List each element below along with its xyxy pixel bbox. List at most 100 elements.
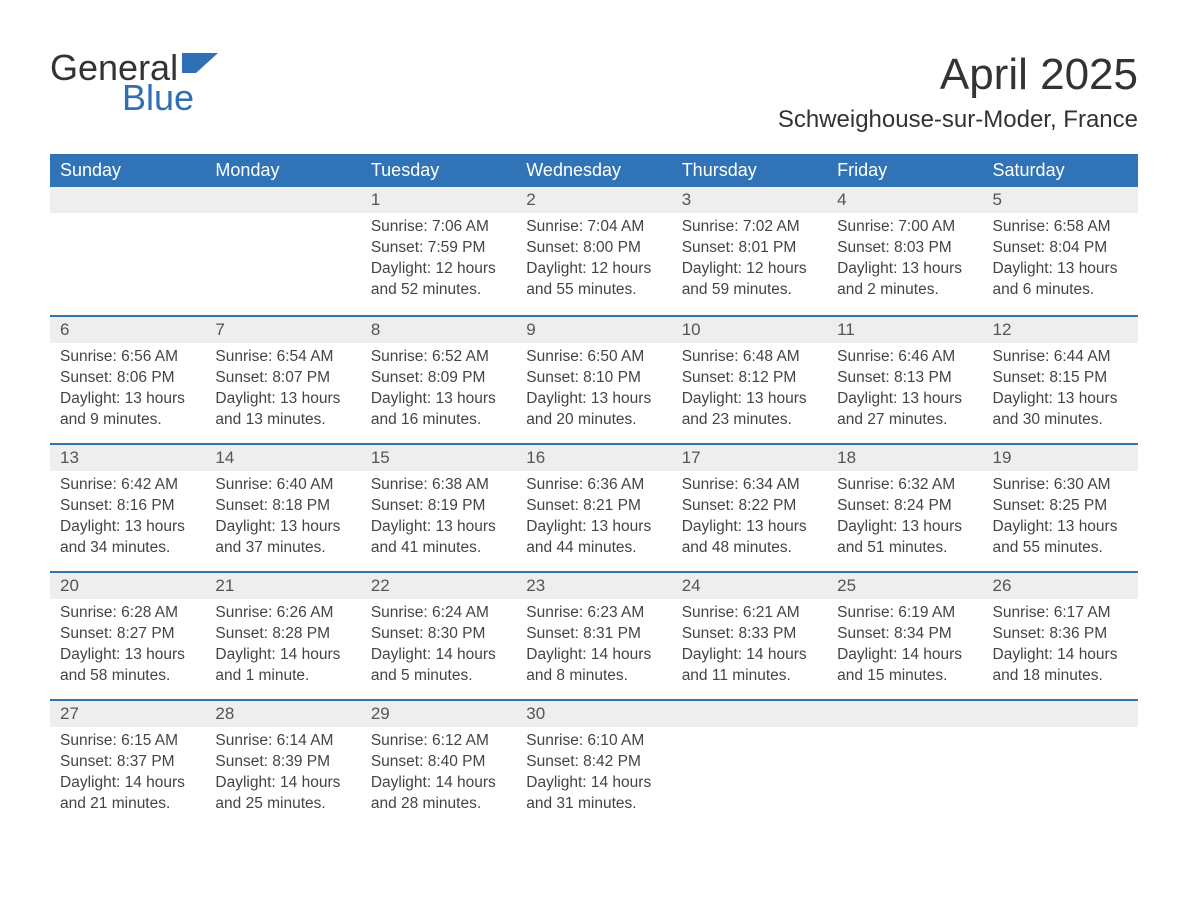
day-details: Sunrise: 7:00 AMSunset: 8:03 PMDaylight:… xyxy=(827,213,982,309)
sunset-text: Sunset: 8:31 PM xyxy=(526,624,661,645)
sunrise-text: Sunrise: 6:10 AM xyxy=(526,731,661,752)
sunset-text: Sunset: 8:28 PM xyxy=(215,624,350,645)
day-number: 1 xyxy=(361,187,516,213)
calendar-day-cell: 9Sunrise: 6:50 AMSunset: 8:10 PMDaylight… xyxy=(516,315,671,443)
day-number: 26 xyxy=(983,571,1138,599)
calendar-day-cell: 23Sunrise: 6:23 AMSunset: 8:31 PMDayligh… xyxy=(516,571,671,699)
day-number: 22 xyxy=(361,571,516,599)
daylight-text: Daylight: 13 hours and 23 minutes. xyxy=(682,389,817,431)
day-number: 17 xyxy=(672,443,827,471)
sunrise-text: Sunrise: 6:44 AM xyxy=(993,347,1128,368)
calendar-day-cell: 8Sunrise: 6:52 AMSunset: 8:09 PMDaylight… xyxy=(361,315,516,443)
weekday-header-row: Sunday Monday Tuesday Wednesday Thursday… xyxy=(50,154,1138,187)
calendar-day-cell xyxy=(983,699,1138,827)
day-details: Sunrise: 6:40 AMSunset: 8:18 PMDaylight:… xyxy=(205,471,360,567)
sunset-text: Sunset: 8:27 PM xyxy=(60,624,195,645)
day-details: Sunrise: 6:38 AMSunset: 8:19 PMDaylight:… xyxy=(361,471,516,567)
calendar-day-cell: 19Sunrise: 6:30 AMSunset: 8:25 PMDayligh… xyxy=(983,443,1138,571)
day-number: 16 xyxy=(516,443,671,471)
calendar-week-row: 27Sunrise: 6:15 AMSunset: 8:37 PMDayligh… xyxy=(50,699,1138,827)
sunrise-text: Sunrise: 6:46 AM xyxy=(837,347,972,368)
calendar-day-cell: 25Sunrise: 6:19 AMSunset: 8:34 PMDayligh… xyxy=(827,571,982,699)
weekday-header: Wednesday xyxy=(516,154,671,187)
sunset-text: Sunset: 8:09 PM xyxy=(371,368,506,389)
calendar-day-cell: 10Sunrise: 6:48 AMSunset: 8:12 PMDayligh… xyxy=(672,315,827,443)
calendar-day-cell: 3Sunrise: 7:02 AMSunset: 8:01 PMDaylight… xyxy=(672,187,827,315)
sunset-text: Sunset: 8:30 PM xyxy=(371,624,506,645)
weekday-header: Saturday xyxy=(983,154,1138,187)
day-details: Sunrise: 6:34 AMSunset: 8:22 PMDaylight:… xyxy=(672,471,827,567)
weekday-header: Monday xyxy=(205,154,360,187)
sunset-text: Sunset: 8:15 PM xyxy=(993,368,1128,389)
sunrise-text: Sunrise: 7:04 AM xyxy=(526,217,661,238)
sunset-text: Sunset: 8:24 PM xyxy=(837,496,972,517)
sunrise-text: Sunrise: 6:24 AM xyxy=(371,603,506,624)
calendar-day-cell: 18Sunrise: 6:32 AMSunset: 8:24 PMDayligh… xyxy=(827,443,982,571)
sunset-text: Sunset: 8:03 PM xyxy=(837,238,972,259)
sunrise-text: Sunrise: 6:52 AM xyxy=(371,347,506,368)
daylight-text: Daylight: 14 hours and 21 minutes. xyxy=(60,773,195,815)
day-details: Sunrise: 6:54 AMSunset: 8:07 PMDaylight:… xyxy=(205,343,360,439)
month-title: April 2025 xyxy=(778,50,1138,100)
sunrise-text: Sunrise: 6:58 AM xyxy=(993,217,1128,238)
calendar-day-cell: 17Sunrise: 6:34 AMSunset: 8:22 PMDayligh… xyxy=(672,443,827,571)
sunrise-text: Sunrise: 7:06 AM xyxy=(371,217,506,238)
day-number: 24 xyxy=(672,571,827,599)
day-details: Sunrise: 6:46 AMSunset: 8:13 PMDaylight:… xyxy=(827,343,982,439)
day-details: Sunrise: 6:12 AMSunset: 8:40 PMDaylight:… xyxy=(361,727,516,823)
day-details: Sunrise: 6:58 AMSunset: 8:04 PMDaylight:… xyxy=(983,213,1138,309)
calendar-table: Sunday Monday Tuesday Wednesday Thursday… xyxy=(50,154,1138,827)
sunrise-text: Sunrise: 7:00 AM xyxy=(837,217,972,238)
sunset-text: Sunset: 8:39 PM xyxy=(215,752,350,773)
sunset-text: Sunset: 8:34 PM xyxy=(837,624,972,645)
empty-day-number xyxy=(827,699,982,727)
sunset-text: Sunset: 8:42 PM xyxy=(526,752,661,773)
daylight-text: Daylight: 14 hours and 8 minutes. xyxy=(526,645,661,687)
daylight-text: Daylight: 13 hours and 34 minutes. xyxy=(60,517,195,559)
day-number: 30 xyxy=(516,699,671,727)
day-details: Sunrise: 6:28 AMSunset: 8:27 PMDaylight:… xyxy=(50,599,205,695)
sunrise-text: Sunrise: 6:36 AM xyxy=(526,475,661,496)
daylight-text: Daylight: 14 hours and 25 minutes. xyxy=(215,773,350,815)
calendar-day-cell xyxy=(205,187,360,315)
sunrise-text: Sunrise: 6:26 AM xyxy=(215,603,350,624)
day-number: 21 xyxy=(205,571,360,599)
calendar-day-cell: 28Sunrise: 6:14 AMSunset: 8:39 PMDayligh… xyxy=(205,699,360,827)
sunset-text: Sunset: 8:16 PM xyxy=(60,496,195,517)
day-number: 8 xyxy=(361,315,516,343)
day-details: Sunrise: 6:21 AMSunset: 8:33 PMDaylight:… xyxy=(672,599,827,695)
calendar-day-cell: 14Sunrise: 6:40 AMSunset: 8:18 PMDayligh… xyxy=(205,443,360,571)
empty-day-number xyxy=(50,187,205,213)
day-number: 29 xyxy=(361,699,516,727)
day-number: 9 xyxy=(516,315,671,343)
daylight-text: Daylight: 13 hours and 44 minutes. xyxy=(526,517,661,559)
calendar-day-cell: 30Sunrise: 6:10 AMSunset: 8:42 PMDayligh… xyxy=(516,699,671,827)
daylight-text: Daylight: 14 hours and 18 minutes. xyxy=(993,645,1128,687)
sunrise-text: Sunrise: 6:50 AM xyxy=(526,347,661,368)
brand-logo: General Blue xyxy=(50,50,222,116)
calendar-week-row: 6Sunrise: 6:56 AMSunset: 8:06 PMDaylight… xyxy=(50,315,1138,443)
day-number: 11 xyxy=(827,315,982,343)
calendar-day-cell: 4Sunrise: 7:00 AMSunset: 8:03 PMDaylight… xyxy=(827,187,982,315)
day-details: Sunrise: 7:04 AMSunset: 8:00 PMDaylight:… xyxy=(516,213,671,309)
day-details: Sunrise: 6:52 AMSunset: 8:09 PMDaylight:… xyxy=(361,343,516,439)
day-details: Sunrise: 6:26 AMSunset: 8:28 PMDaylight:… xyxy=(205,599,360,695)
page-header: General Blue April 2025 Schweighouse-sur… xyxy=(50,50,1138,134)
daylight-text: Daylight: 14 hours and 28 minutes. xyxy=(371,773,506,815)
day-details: Sunrise: 7:02 AMSunset: 8:01 PMDaylight:… xyxy=(672,213,827,309)
sunset-text: Sunset: 8:21 PM xyxy=(526,496,661,517)
calendar-day-cell: 27Sunrise: 6:15 AMSunset: 8:37 PMDayligh… xyxy=(50,699,205,827)
daylight-text: Daylight: 13 hours and 48 minutes. xyxy=(682,517,817,559)
calendar-day-cell: 22Sunrise: 6:24 AMSunset: 8:30 PMDayligh… xyxy=(361,571,516,699)
day-number: 10 xyxy=(672,315,827,343)
daylight-text: Daylight: 13 hours and 30 minutes. xyxy=(993,389,1128,431)
sunset-text: Sunset: 8:06 PM xyxy=(60,368,195,389)
sunrise-text: Sunrise: 6:56 AM xyxy=(60,347,195,368)
daylight-text: Daylight: 13 hours and 58 minutes. xyxy=(60,645,195,687)
calendar-day-cell xyxy=(672,699,827,827)
day-details: Sunrise: 6:48 AMSunset: 8:12 PMDaylight:… xyxy=(672,343,827,439)
calendar-day-cell: 12Sunrise: 6:44 AMSunset: 8:15 PMDayligh… xyxy=(983,315,1138,443)
day-details: Sunrise: 6:15 AMSunset: 8:37 PMDaylight:… xyxy=(50,727,205,823)
day-number: 7 xyxy=(205,315,360,343)
brand-blue-text: Blue xyxy=(122,80,194,116)
